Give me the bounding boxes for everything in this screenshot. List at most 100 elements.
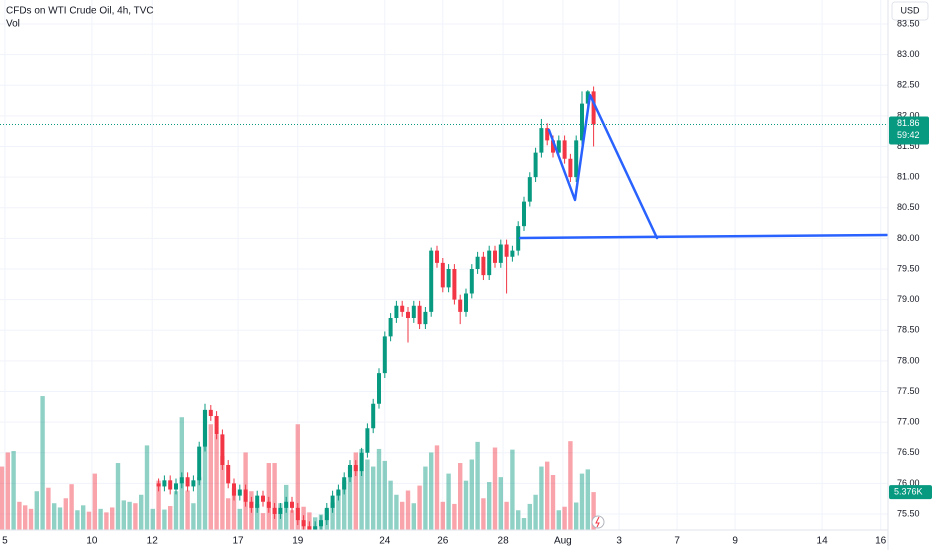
candle-body	[585, 91, 590, 104]
last-price-tag	[889, 116, 929, 145]
candle-body	[435, 250, 439, 263]
last-price-label: 81.86	[897, 118, 920, 128]
candle-body	[406, 311, 410, 318]
chart-title: CFDs on WTI Crude Oil, 4h, TVC	[6, 6, 154, 17]
currency-box[interactable]	[891, 1, 929, 21]
candle-body	[458, 299, 463, 312]
candle-body	[423, 311, 428, 325]
y-tick-label: 79.50	[897, 263, 920, 273]
volume-pane	[0, 396, 596, 530]
candle-body	[493, 250, 497, 263]
candle-body	[539, 128, 544, 153]
volume-bar	[289, 510, 295, 530]
candle-body	[226, 465, 231, 484]
candle-body	[481, 256, 486, 276]
volume-bar	[34, 491, 39, 530]
candle-body	[464, 293, 468, 312]
volume-bar	[98, 508, 103, 530]
volume-bar	[585, 469, 590, 530]
candle-body	[278, 507, 283, 514]
candle-body	[301, 520, 306, 527]
candle-body	[272, 507, 277, 514]
volume-bar	[208, 424, 213, 530]
candle-body	[307, 526, 312, 530]
volume-bar	[272, 463, 277, 530]
volume-bar	[440, 501, 445, 530]
candle-body	[203, 409, 207, 447]
price-pane	[156, 86, 596, 530]
candle-body	[197, 446, 202, 481]
candle-body	[220, 434, 225, 465]
volume-bar	[52, 503, 57, 530]
volume-bar	[295, 424, 300, 530]
volume-bar	[411, 503, 416, 530]
volume-bar	[591, 492, 596, 530]
candle-body	[295, 507, 300, 521]
x-tick-label: 28	[498, 536, 510, 547]
y-tick-label: 81.50	[897, 141, 920, 151]
volume-bar	[214, 434, 219, 530]
volume-bar	[191, 503, 196, 530]
volume-bar	[562, 506, 567, 530]
candle-body	[574, 140, 579, 178]
candle-body	[591, 91, 596, 125]
x-tick-label: 9	[732, 536, 738, 547]
volume-bar	[429, 452, 434, 530]
volume-bar	[382, 460, 387, 530]
candle-body	[336, 489, 341, 496]
candle-body	[551, 140, 555, 153]
volume-bar	[388, 480, 393, 530]
volume-bar	[492, 447, 498, 530]
volume-bar	[446, 473, 451, 530]
volume-bar	[481, 498, 486, 530]
volume-bar	[162, 509, 167, 530]
volume-bar	[330, 502, 335, 530]
candle-body	[237, 489, 242, 496]
volume-bar	[11, 451, 16, 530]
volume-bar	[579, 473, 585, 530]
volume-bar	[347, 466, 353, 530]
candle-body	[208, 409, 213, 416]
candle-body	[261, 495, 265, 502]
x-tick-label: 10	[86, 536, 98, 547]
volume-bar	[533, 494, 538, 530]
x-tick-label: Aug	[554, 536, 572, 547]
volume-bar	[168, 506, 173, 530]
volume-bar	[0, 466, 5, 530]
candle-body	[388, 318, 393, 337]
volume-bar	[539, 466, 544, 530]
volume-bar	[423, 466, 428, 530]
volume-bar	[86, 511, 92, 530]
volume-bar	[365, 459, 370, 530]
volume-bar	[487, 482, 492, 530]
candle-body	[365, 428, 370, 453]
candle-body	[568, 158, 573, 178]
candle-body	[266, 501, 271, 508]
alert-icon[interactable]	[591, 515, 605, 529]
volume-bar	[336, 490, 341, 530]
candle-body	[243, 489, 248, 502]
candle-body	[174, 483, 178, 490]
candle-body	[232, 483, 236, 496]
x-tick-label: 16	[875, 536, 887, 547]
candle-body	[348, 465, 352, 478]
volume-bar	[353, 452, 358, 530]
candle-body	[185, 477, 190, 487]
volume-bar	[231, 487, 237, 530]
y-tick-label: 77.50	[897, 386, 920, 396]
y-tick-label: 79.00	[897, 294, 920, 304]
volume-bar	[156, 480, 161, 530]
volume-bar	[115, 463, 121, 530]
volume-bar	[550, 475, 556, 530]
candle-body	[556, 140, 561, 153]
candle-body	[371, 403, 376, 429]
candle-body	[498, 244, 503, 263]
candle-body	[324, 507, 329, 521]
candle-body	[191, 480, 196, 487]
y-tick-label: 83.50	[897, 18, 920, 28]
volume-bar	[510, 449, 515, 530]
volume-bar	[28, 508, 34, 530]
volume-label: Vol	[6, 19, 20, 30]
candle-body	[510, 250, 515, 257]
volume-bar	[226, 498, 231, 530]
